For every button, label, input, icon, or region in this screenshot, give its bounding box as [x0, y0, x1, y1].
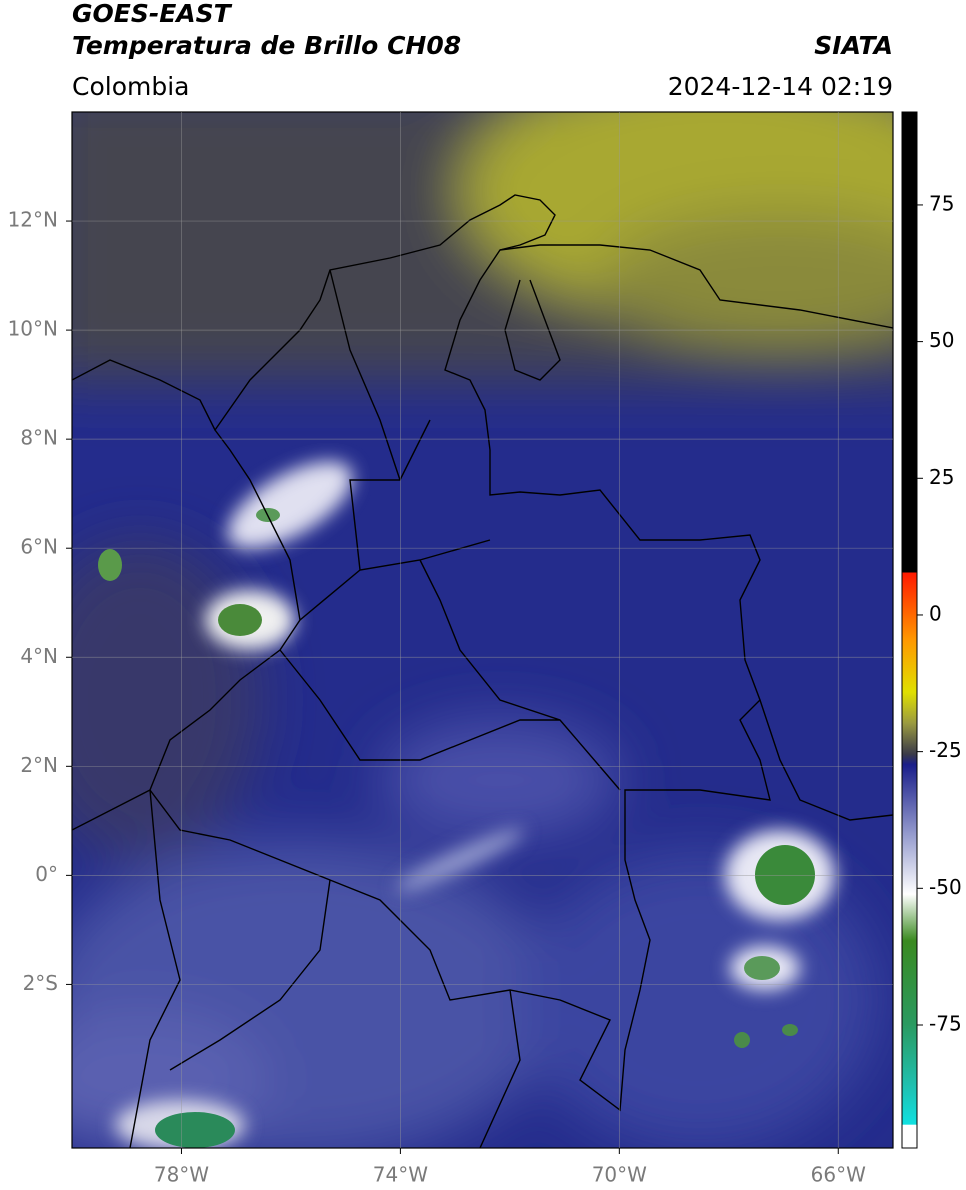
y-tick-label: 2°S [23, 971, 58, 995]
ecuador-coast [72, 789, 181, 1148]
x-tick-label: 66°W [811, 1163, 866, 1187]
colorbar-tick-label: -50 [929, 875, 962, 899]
title: GOES-EAST [72, 0, 233, 28]
region: Colombia [72, 72, 189, 101]
y-tick-label: 2°N [20, 753, 58, 777]
x-tick-label: 78°W [154, 1163, 209, 1187]
colorbar-tick-label: -75 [929, 1011, 962, 1035]
y-tick-label: 0° [35, 862, 58, 886]
x-tick-label: 74°W [373, 1163, 428, 1187]
y-tick-label: 12°N [8, 208, 58, 232]
satellite-image [72, 112, 893, 1148]
source: SIATA [814, 31, 893, 60]
borders [72, 194, 893, 1148]
y-tick-label: 4°N [20, 644, 58, 668]
colorbar [901, 111, 918, 1149]
colombia-border [149, 194, 771, 1112]
colorbar-tick-label: 75 [929, 191, 954, 215]
y-tick-label: 10°N [8, 317, 58, 341]
colorbar-tick-label: -25 [929, 738, 962, 762]
x-tick-label: 70°W [592, 1163, 647, 1187]
map-frame [71, 111, 894, 1149]
colorbar-tick-label: 50 [929, 328, 954, 352]
peru-border [169, 879, 521, 1148]
panama-coast [72, 359, 216, 431]
venezuela-border [759, 699, 893, 821]
datetime: 2024-12-14 02:19 [668, 72, 893, 101]
y-tick-label: 8°N [20, 426, 58, 450]
department-lines [279, 269, 621, 791]
subtitle: Temperatura de Brillo CH08 [72, 31, 461, 60]
colorbar-tick-label: 25 [929, 465, 954, 489]
colorbar-tick-label: 0 [929, 601, 942, 625]
venezuela-coast [499, 244, 893, 329]
y-tick-label: 6°N [20, 535, 58, 559]
